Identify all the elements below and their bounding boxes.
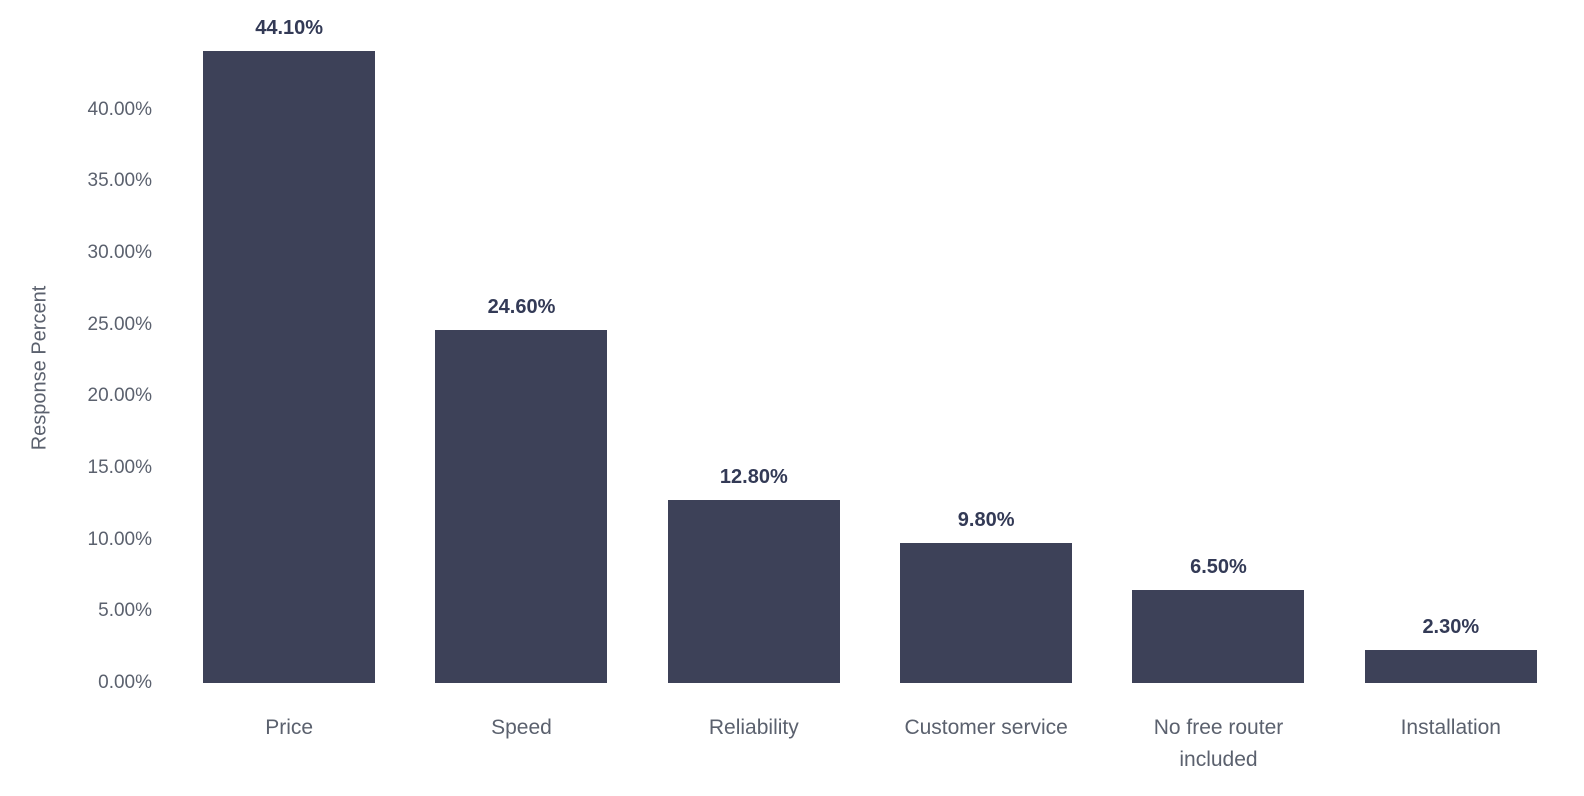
x-category-label: No free router included (1153, 716, 1284, 771)
bar-value-label: 12.80% (719, 465, 788, 488)
bar (435, 330, 608, 683)
bar-value-label: 9.80% (957, 508, 1015, 531)
bar-slot: 44.10% (173, 17, 405, 683)
x-axis-category-labels: Price Speed Reliability Customer service No … (173, 712, 1567, 776)
plot-area: 44.10% 24.60% 12.80% 9.80% 6.50% 2.30% (173, 0, 1567, 683)
y-tick-label: 15.00% (87, 457, 152, 479)
y-tick-label: 40.00% (87, 98, 152, 120)
bar-value-label: 2.30% (1422, 616, 1480, 639)
y-tick-label: 30.00% (87, 242, 152, 264)
x-category-label: Price (265, 716, 314, 739)
bar-value-label: 6.50% (1190, 555, 1247, 578)
bar-slot: 24.60% (405, 296, 637, 683)
bar-value-label: 44.10% (255, 17, 324, 40)
bar (203, 51, 376, 683)
bar-slot: 2.30% (1335, 616, 1567, 683)
bar (1364, 650, 1537, 683)
bar-value-label: 24.60% (487, 296, 556, 319)
y-axis-tick-labels: 0.00% 5.00% 10.00% 15.00% 20.00% 25.00% 30.00%… (0, 0, 152, 796)
y-tick-label: 10.00% (87, 528, 152, 550)
bar-slot: 9.80% (870, 509, 1102, 683)
y-tick-label: 20.00% (87, 385, 152, 407)
y-tick-label: 35.00% (87, 170, 152, 192)
x-category-label: Reliability (708, 716, 799, 739)
y-tick-label: 25.00% (87, 313, 152, 335)
y-tick-label: 0.00% (98, 672, 152, 693)
bar (900, 542, 1073, 683)
bar-slot: 12.80% (638, 466, 870, 683)
bar (1132, 589, 1305, 683)
bar-slot: 6.50% (1102, 556, 1334, 683)
x-category-label: Speed (491, 716, 552, 739)
x-category-label: Installation (1400, 716, 1501, 739)
x-category-label: Customer service (904, 716, 1068, 739)
y-tick-label: 5.00% (98, 600, 152, 622)
bar (667, 499, 840, 683)
